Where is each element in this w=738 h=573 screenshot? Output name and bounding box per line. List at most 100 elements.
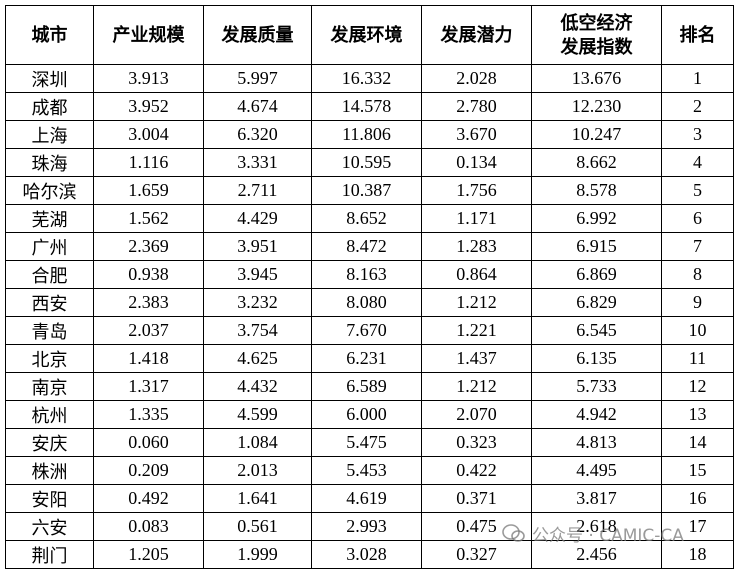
value-cell: 8	[661, 260, 734, 289]
value-cell: 1.437	[421, 344, 532, 373]
value-cell: 1.171	[421, 204, 532, 233]
value-cell: 2.037	[93, 316, 204, 345]
value-cell: 1.999	[203, 540, 312, 569]
value-cell: 8.578	[531, 176, 662, 205]
city-cell: 上海	[5, 120, 94, 149]
table-row: 安阳 0.492 1.641 4.619 0.371 3.817 16	[5, 484, 734, 513]
value-cell: 0.371	[421, 484, 532, 513]
value-cell: 6.320	[203, 120, 312, 149]
value-cell: 16.332	[311, 64, 422, 93]
value-cell: 6.589	[311, 372, 422, 401]
value-cell: 1.212	[421, 372, 532, 401]
value-cell: 1.317	[93, 372, 204, 401]
value-cell: 3.952	[93, 92, 204, 121]
value-cell: 6	[661, 204, 734, 233]
table-row: 六安 0.083 0.561 2.993 0.475 2.618 17	[5, 512, 734, 541]
value-cell: 6.000	[311, 400, 422, 429]
table-row: 成都 3.952 4.674 14.578 2.780 12.230 2	[5, 92, 734, 121]
value-cell: 2.993	[311, 512, 422, 541]
value-cell: 3.754	[203, 316, 312, 345]
header-cell: 发展环境	[311, 5, 422, 65]
value-cell: 3.817	[531, 484, 662, 513]
value-cell: 1.418	[93, 344, 204, 373]
table-row: 哈尔滨 1.659 2.711 10.387 1.756 8.578 5	[5, 176, 734, 205]
value-cell: 6.545	[531, 316, 662, 345]
value-cell: 1.641	[203, 484, 312, 513]
value-cell: 2.028	[421, 64, 532, 93]
header-cell: 发展潜力	[421, 5, 532, 65]
city-cell: 六安	[5, 512, 94, 541]
value-cell: 6.915	[531, 232, 662, 261]
value-cell: 1	[661, 64, 734, 93]
watermark-text: 公众号 · CAMIC-CA	[532, 525, 684, 546]
value-cell: 6.869	[531, 260, 662, 289]
value-cell: 13	[661, 400, 734, 429]
value-cell: 3.004	[93, 120, 204, 149]
value-cell: 0.060	[93, 428, 204, 457]
table-row: 上海 3.004 6.320 11.806 3.670 10.247 3	[5, 120, 734, 149]
value-cell: 5.475	[311, 428, 422, 457]
city-cell: 荆门	[5, 540, 94, 569]
value-cell: 4	[661, 148, 734, 177]
value-cell: 8.080	[311, 288, 422, 317]
value-cell: 0.864	[421, 260, 532, 289]
value-cell: 1.205	[93, 540, 204, 569]
value-cell: 2	[661, 92, 734, 121]
value-cell: 16	[661, 484, 734, 513]
value-cell: 1.084	[203, 428, 312, 457]
city-cell: 深圳	[5, 64, 94, 93]
table-body: 深圳 3.913 5.997 16.332 2.028 13.676 1 成都 3.952 4.6…	[5, 64, 734, 569]
value-cell: 9	[661, 288, 734, 317]
value-cell: 5.997	[203, 64, 312, 93]
table-row: 深圳 3.913 5.997 16.332 2.028 13.676 1	[5, 64, 734, 93]
value-cell: 0.209	[93, 456, 204, 485]
value-cell: 6.135	[531, 344, 662, 373]
value-cell: 1.756	[421, 176, 532, 205]
city-cell: 芜湖	[5, 204, 94, 233]
value-cell: 14.578	[311, 92, 422, 121]
value-cell: 1.116	[93, 148, 204, 177]
watermark-icon	[502, 524, 525, 542]
city-cell: 哈尔滨	[5, 176, 94, 205]
value-cell: 0.938	[93, 260, 204, 289]
value-cell: 0.083	[93, 512, 204, 541]
value-cell: 2.780	[421, 92, 532, 121]
value-cell: 3.945	[203, 260, 312, 289]
table-row: 株洲 0.209 2.013 5.453 0.422 4.495 15	[5, 456, 734, 485]
city-cell: 杭州	[5, 400, 94, 429]
value-cell: 1.283	[421, 232, 532, 261]
city-cell: 安阳	[5, 484, 94, 513]
value-cell: 10.595	[311, 148, 422, 177]
table-row: 荆门 1.205 1.999 3.028 0.327 2.456 18	[5, 540, 734, 569]
city-cell: 安庆	[5, 428, 94, 457]
table-row: 南京 1.317 4.432 6.589 1.212 5.733 12	[5, 372, 734, 401]
value-cell: 3.232	[203, 288, 312, 317]
table-row: 广州 2.369 3.951 8.472 1.283 6.915 7	[5, 232, 734, 261]
value-cell: 4.429	[203, 204, 312, 233]
value-cell: 3.028	[311, 540, 422, 569]
value-cell: 8.652	[311, 204, 422, 233]
value-cell: 11	[661, 344, 734, 373]
header-row: 城市 产业规模 发展质量 发展环境 发展潜力 低空经济 发展指数 排名	[5, 5, 734, 65]
value-cell: 5.733	[531, 372, 662, 401]
city-cell: 珠海	[5, 148, 94, 177]
city-cell: 南京	[5, 372, 94, 401]
value-cell: 0.422	[421, 456, 532, 485]
value-cell: 4.495	[531, 456, 662, 485]
table-row: 西安 2.383 3.232 8.080 1.212 6.829 9	[5, 288, 734, 317]
value-cell: 12	[661, 372, 734, 401]
value-cell: 2.456	[531, 540, 662, 569]
value-cell: 0.492	[93, 484, 204, 513]
value-cell: 0.561	[203, 512, 312, 541]
value-cell: 13.676	[531, 64, 662, 93]
header-cell: 城市	[5, 5, 94, 65]
value-cell: 17	[661, 512, 734, 541]
table-row: 珠海 1.116 3.331 10.595 0.134 8.662 4	[5, 148, 734, 177]
value-cell: 6.992	[531, 204, 662, 233]
value-cell: 12.230	[531, 92, 662, 121]
value-cell: 10.247	[531, 120, 662, 149]
value-cell: 1.212	[421, 288, 532, 317]
value-cell: 1.335	[93, 400, 204, 429]
table-row: 芜湖 1.562 4.429 8.652 1.171 6.992 6	[5, 204, 734, 233]
value-cell: 4.625	[203, 344, 312, 373]
